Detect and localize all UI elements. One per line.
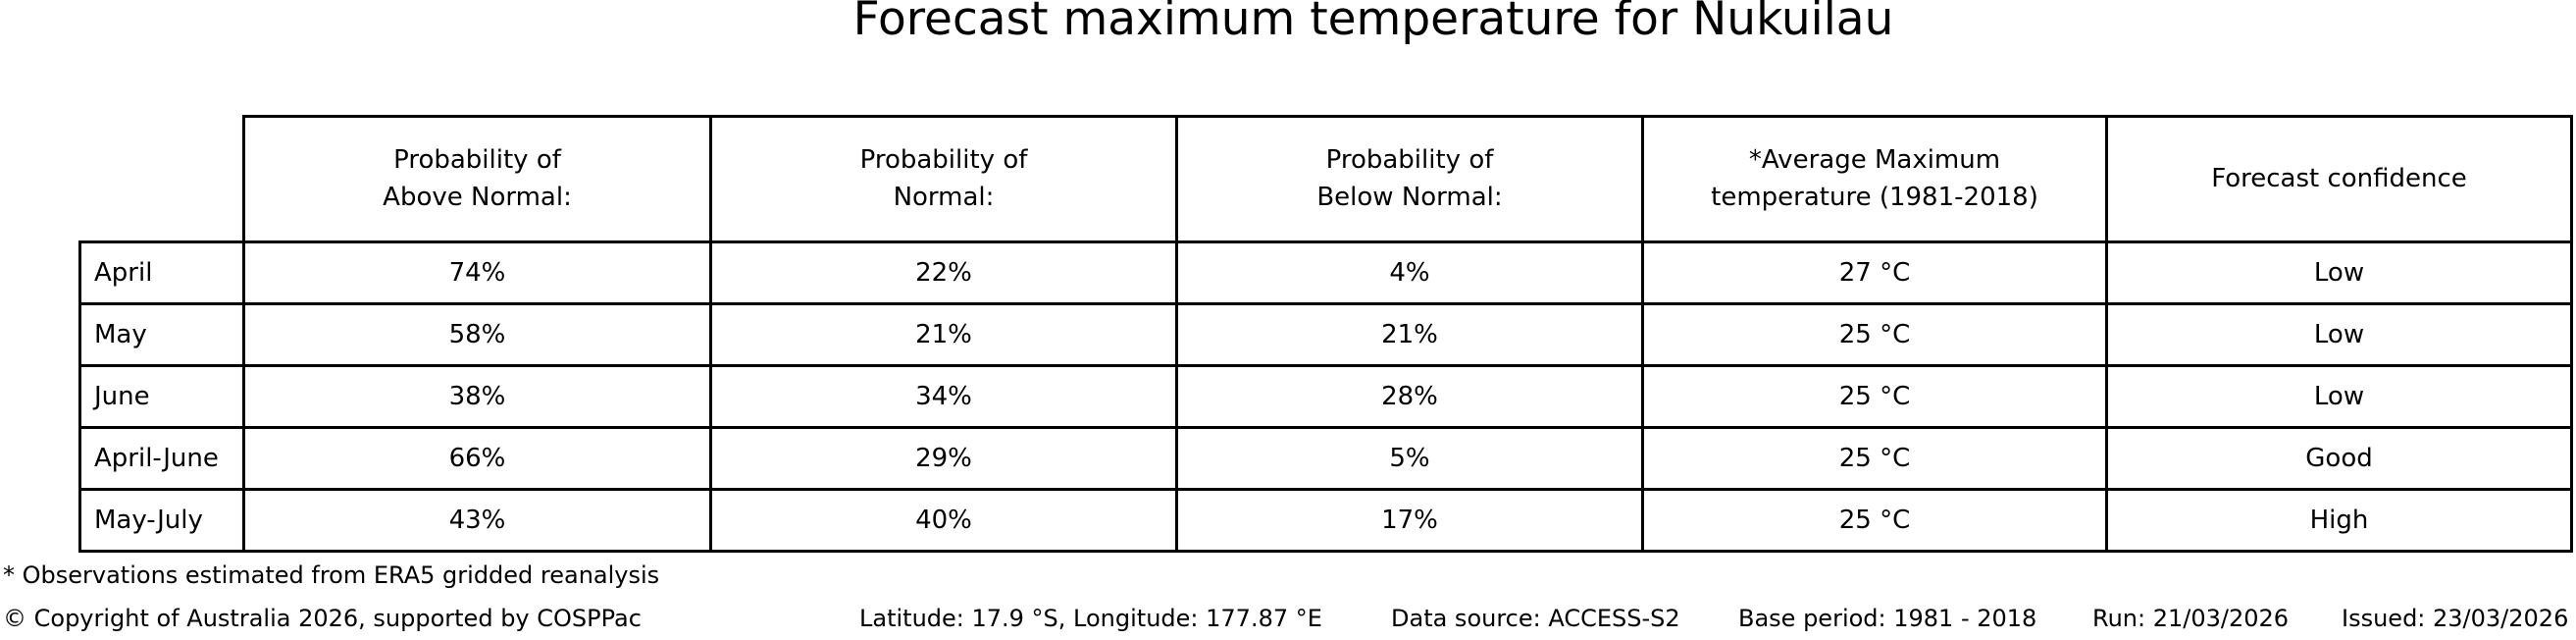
- cell-may-avgmax: 25 °C: [1641, 302, 2108, 367]
- cell-june-confidence: Low: [2105, 364, 2573, 429]
- cell-april-above: 74%: [242, 240, 712, 305]
- cell-apriljune-avgmax: 25 °C: [1641, 426, 2108, 491]
- row-label-june: June: [78, 364, 245, 429]
- cell-april-normal: 22%: [709, 240, 1178, 305]
- cell-june-avgmax: 25 °C: [1641, 364, 2108, 429]
- cell-april-confidence: Low: [2105, 240, 2573, 305]
- cell-mayjuly-confidence: High: [2105, 488, 2573, 553]
- row-label-april-june: April-June: [78, 426, 245, 491]
- table-row-june: June 38% 34% 28% 25 °C Low: [78, 364, 2573, 429]
- footer-copyright: © Copyright of Australia 2026, supported…: [3, 605, 642, 632]
- table-row-april: April 74% 22% 4% 27 °C Low: [78, 240, 2573, 305]
- table-row-april-june: April-June 66% 29% 5% 25 °C Good: [78, 426, 2573, 491]
- empty-corner-cell: [80, 117, 244, 242]
- footer-issued-date: Issued: 23/03/2026: [2342, 605, 2569, 632]
- cell-may-normal: 21%: [709, 302, 1178, 367]
- cell-april-below: 4%: [1175, 240, 1644, 305]
- cell-mayjuly-below: 17%: [1175, 488, 1644, 553]
- footnote-era5: * Observations estimated from ERA5 gridd…: [3, 561, 660, 589]
- forecast-table: Probability of Above Normal: Probability…: [78, 115, 2573, 553]
- page-title: Forecast maximum temperature for Nukuila…: [852, 0, 1894, 46]
- cell-mayjuly-above: 43%: [242, 488, 712, 553]
- table-header-row: Probability of Above Normal: Probability…: [80, 115, 2573, 243]
- cell-may-above: 58%: [242, 302, 712, 367]
- row-label-may-july: May-July: [78, 488, 245, 553]
- footer-base-period: Base period: 1981 - 2018: [1738, 605, 2037, 632]
- row-label-april: April: [78, 240, 245, 305]
- cell-june-below: 28%: [1175, 364, 1644, 429]
- cell-apriljune-above: 66%: [242, 426, 712, 491]
- cell-june-above: 38%: [242, 364, 712, 429]
- cell-apriljune-normal: 29%: [709, 426, 1178, 491]
- header-below-normal: Probability of Below Normal:: [1175, 115, 1644, 243]
- row-label-may: May: [78, 302, 245, 367]
- cell-june-normal: 34%: [709, 364, 1178, 429]
- header-forecast-confidence: Forecast confidence: [2105, 115, 2573, 243]
- cell-april-avgmax: 27 °C: [1641, 240, 2108, 305]
- footer-run-date: Run: 21/03/2026: [2092, 605, 2290, 632]
- cell-may-confidence: Low: [2105, 302, 2573, 367]
- cell-mayjuly-avgmax: 25 °C: [1641, 488, 2108, 553]
- footer-lat-long: Latitude: 17.9 °S, Longitude: 177.87 °E: [859, 605, 1322, 632]
- cell-apriljune-confidence: Good: [2105, 426, 2573, 491]
- table-row-may-july: May-July 43% 40% 17% 25 °C High: [78, 488, 2573, 553]
- header-average-max-temp: *Average Maximum temperature (1981-2018): [1641, 115, 2108, 243]
- cell-may-below: 21%: [1175, 302, 1644, 367]
- cell-apriljune-below: 5%: [1175, 426, 1644, 491]
- footer-data-source: Data source: ACCESS-S2: [1391, 605, 1680, 632]
- header-above-normal: Probability of Above Normal:: [242, 115, 712, 243]
- cell-mayjuly-normal: 40%: [709, 488, 1178, 553]
- table-row-may: May 58% 21% 21% 25 °C Low: [78, 302, 2573, 367]
- header-normal: Probability of Normal:: [709, 115, 1178, 243]
